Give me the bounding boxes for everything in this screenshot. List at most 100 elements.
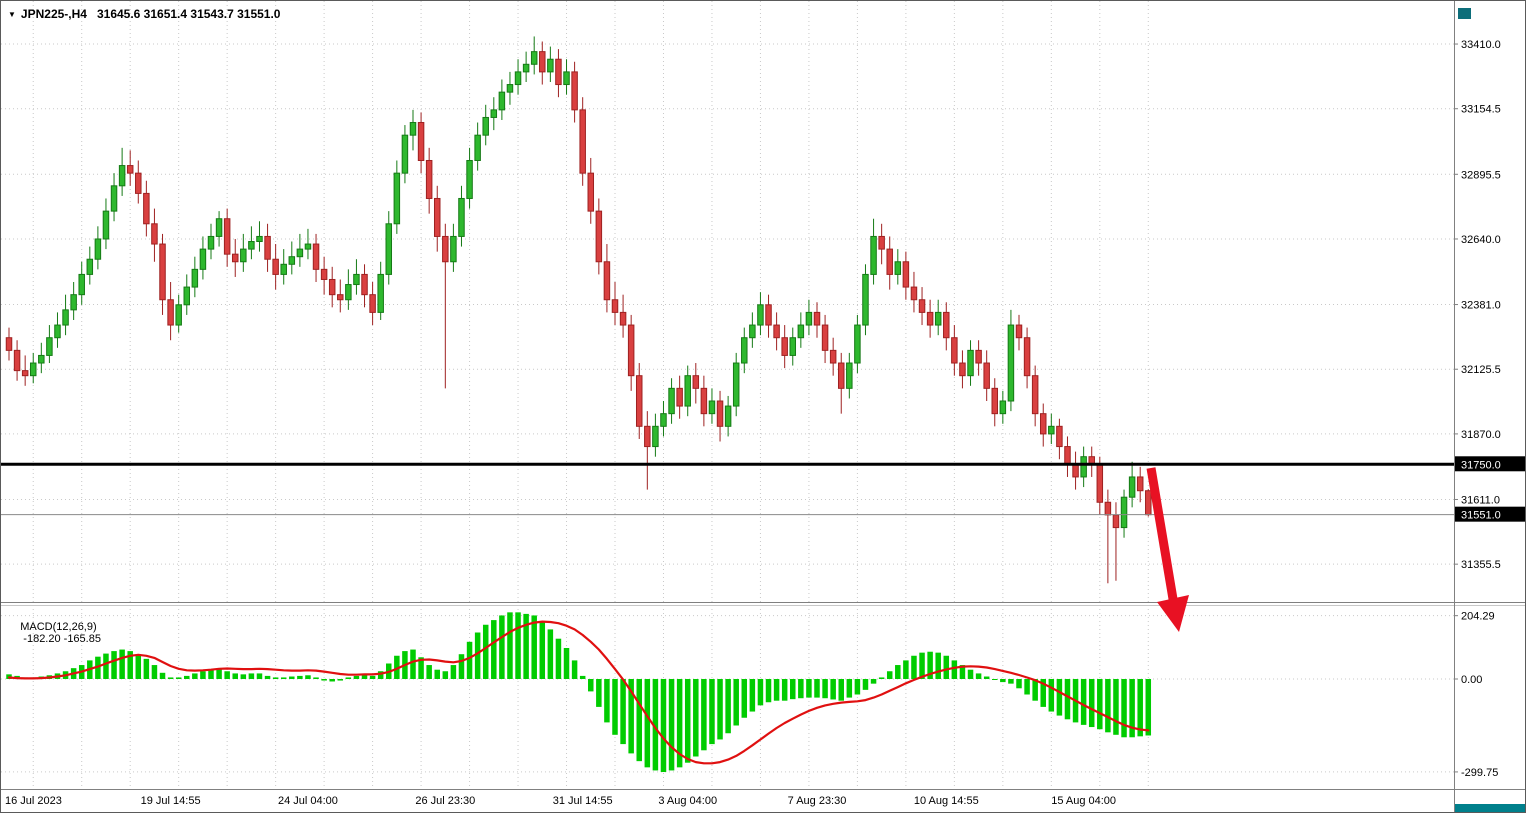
macd-histogram-bar (943, 655, 950, 679)
candle (175, 294, 182, 333)
candle (409, 109, 417, 151)
ohlc-values-label: 31645.6 31651.4 31543.7 31551.0 (96, 7, 281, 21)
macd-histogram-bar (830, 679, 836, 700)
macd-histogram-bar (660, 679, 667, 772)
candle (724, 395, 732, 437)
macd-values-label: -182.20 -165.85 (20, 633, 101, 645)
macd-histogram-bar (741, 679, 748, 718)
macd-histogram-bar (200, 671, 206, 679)
candle (862, 264, 869, 336)
macd-histogram-bar (822, 679, 828, 699)
time-tick-label: 31 Jul 14:55 (553, 795, 613, 807)
candle (474, 122, 481, 171)
candle (223, 208, 231, 267)
candle (902, 251, 910, 300)
price-axis-labels: 33410.0 33154.5 32895.5 32640.0 32381.0 32125… (1454, 39, 1525, 779)
macd-histogram-bar (870, 679, 877, 684)
candle (328, 266, 336, 308)
candle (692, 363, 700, 404)
macd-histogram-bar (588, 679, 594, 692)
macd-indicator-label: MACD(12,26,9) -182.20 -165.85 (8, 609, 101, 657)
svg-text:31750.0: 31750.0 (1461, 459, 1501, 471)
candle (854, 314, 861, 374)
candle (143, 180, 150, 237)
price-tick-label: 33154.5 (1461, 104, 1501, 116)
macd-histogram-bar (790, 679, 796, 700)
macd-histogram-bar (1000, 679, 1006, 683)
candle (1128, 461, 1136, 508)
candle (393, 160, 401, 234)
time-tick-label: 3 Aug 04:00 (658, 795, 717, 807)
macd-signal-layer (7, 620, 1150, 765)
macd-histogram-bar (321, 679, 327, 681)
candle (668, 378, 675, 424)
candle (983, 350, 990, 401)
candle (506, 71, 514, 105)
macd-histogram-bar (208, 669, 214, 679)
macd-histogram-bar (272, 677, 279, 679)
macd-scale-label: 204.29 (1461, 611, 1495, 623)
candle (732, 352, 740, 417)
macd-histogram-bar (1032, 679, 1038, 701)
macd-histogram-bar (781, 679, 788, 701)
time-tick-label: 26 Jul 23:30 (415, 795, 475, 807)
candle (29, 352, 37, 384)
down-arrow-shaft[interactable] (1146, 467, 1178, 600)
macd-histogram-bar (927, 651, 933, 679)
candle (603, 244, 611, 313)
symbol-period-label: JPN225-,H4 (20, 7, 87, 21)
macd-histogram-bar (854, 679, 861, 695)
symbol-dropdown-icon: ▼ (8, 10, 16, 19)
macd-histogram-bar (515, 612, 521, 679)
candle (530, 36, 538, 75)
macd-histogram-bar (765, 679, 772, 703)
candle (999, 390, 1007, 424)
macd-histogram-bar (579, 675, 586, 679)
macd-histogram-bar (410, 649, 416, 679)
macd-histogram-bar (1080, 679, 1087, 725)
macd-histogram-bar (466, 641, 473, 679)
macd-histogram-bar (717, 679, 723, 740)
candle (870, 218, 877, 285)
macd-histogram-bar (878, 677, 885, 679)
candle (264, 223, 271, 272)
down-arrow-head[interactable] (1157, 595, 1189, 632)
candle (587, 157, 595, 224)
candle (13, 340, 21, 381)
candle (102, 198, 110, 250)
macd-histogram-bar (482, 624, 489, 679)
time-tick-label: 7 Aug 23:30 (788, 795, 847, 807)
macd-histogram-bar (523, 613, 529, 679)
candle (433, 185, 441, 252)
macd-histogram-bar (838, 679, 844, 701)
candle (765, 294, 772, 338)
candle (272, 244, 279, 290)
candle (280, 249, 287, 285)
chart-shift-icon[interactable] (1458, 8, 1471, 19)
time-tick-label: 24 Jul 04:00 (278, 795, 338, 807)
candle (1056, 418, 1063, 460)
candle (635, 363, 643, 439)
candle (684, 365, 691, 417)
candle (829, 337, 837, 376)
candle (337, 279, 344, 313)
candle (619, 294, 627, 338)
candle (361, 264, 368, 308)
macd-histogram-bar (1064, 679, 1071, 720)
candle (369, 282, 376, 326)
macd-histogram-bar (806, 679, 812, 698)
level-lines-layer (1, 462, 1454, 516)
macd-histogram-bar (596, 679, 602, 707)
candle (207, 223, 215, 260)
candle (910, 271, 918, 313)
macd-histogram-bar (709, 679, 715, 745)
macd-histogram-bar (507, 612, 513, 679)
macd-histogram-bar (1040, 679, 1046, 707)
candle (1031, 365, 1039, 427)
macd-histogram-bar (127, 651, 133, 679)
macd-histogram-bar (846, 679, 853, 698)
